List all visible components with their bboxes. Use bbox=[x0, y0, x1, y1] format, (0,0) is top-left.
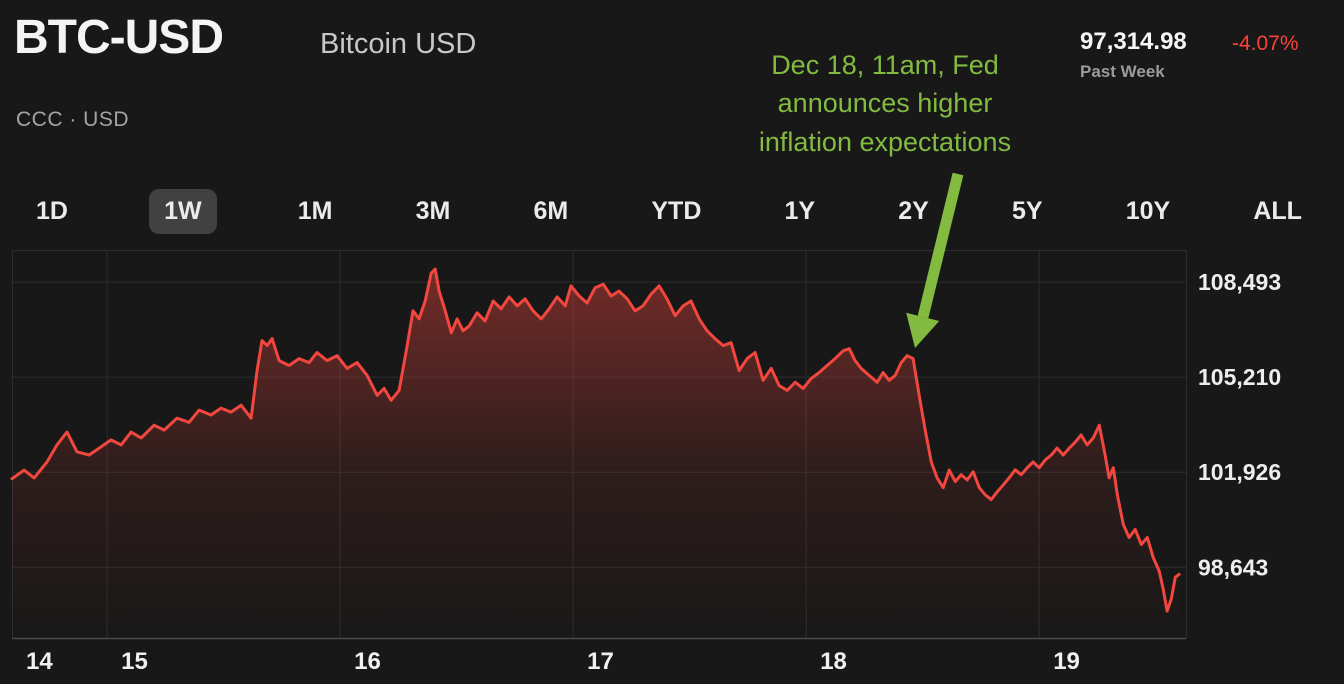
tab-ytd[interactable]: YTD bbox=[649, 189, 703, 234]
tab-2y[interactable]: 2Y bbox=[896, 189, 931, 234]
y-axis-label: 108,493 bbox=[1198, 269, 1281, 295]
y-axis-label: 105,210 bbox=[1198, 364, 1281, 390]
y-axis-label: 98,643 bbox=[1198, 554, 1268, 580]
x-axis-label: 14 bbox=[26, 648, 53, 675]
tab-1m[interactable]: 1M bbox=[296, 189, 335, 234]
x-axis-label: 18 bbox=[820, 648, 847, 675]
current-price: 97,314.98 bbox=[1080, 28, 1187, 55]
price-change-percent: -4.07% bbox=[1232, 32, 1299, 55]
x-axis-label: 16 bbox=[354, 648, 381, 675]
tab-3m[interactable]: 3M bbox=[414, 189, 453, 234]
tab-1y[interactable]: 1Y bbox=[783, 189, 818, 234]
tab-all[interactable]: ALL bbox=[1251, 189, 1304, 234]
price-chart[interactable]: 108,493 105,210 101,926 98,643 14 15 16 17 18 19 bbox=[0, 250, 1344, 684]
price-period-label: Past Week bbox=[1080, 62, 1165, 81]
price-area bbox=[12, 269, 1180, 638]
annotation-line-3: inflation expectations bbox=[758, 126, 1012, 157]
tab-5y[interactable]: 5Y bbox=[1010, 189, 1045, 234]
symbol-title: BTC-USD bbox=[14, 11, 224, 64]
annotation-note: Dec 18, 11am, Fed announces higher infla… bbox=[685, 46, 1085, 161]
x-axis-label: 15 bbox=[121, 648, 148, 675]
annotation-line-2: announces higher bbox=[777, 88, 993, 119]
x-axis-label: 17 bbox=[587, 648, 614, 675]
price-line bbox=[10, 267, 1181, 613]
tab-1w[interactable]: 1W bbox=[149, 188, 217, 234]
company-name: Bitcoin USD bbox=[320, 28, 477, 60]
annotation-line-1: Dec 18, 11am, Fed bbox=[771, 50, 999, 80]
x-axis-label: 19 bbox=[1053, 648, 1080, 675]
y-axis-label: 101,926 bbox=[1198, 459, 1281, 485]
tab-6m[interactable]: 6M bbox=[532, 189, 571, 234]
tab-10y[interactable]: 10Y bbox=[1124, 189, 1172, 234]
tab-1d[interactable]: 1D bbox=[34, 189, 70, 234]
exchange-info: CCC · USD bbox=[16, 108, 129, 131]
range-selector: 1D 1W 1M 3M 6M YTD 1Y 2Y 5Y 10Y ALL bbox=[0, 184, 1344, 238]
